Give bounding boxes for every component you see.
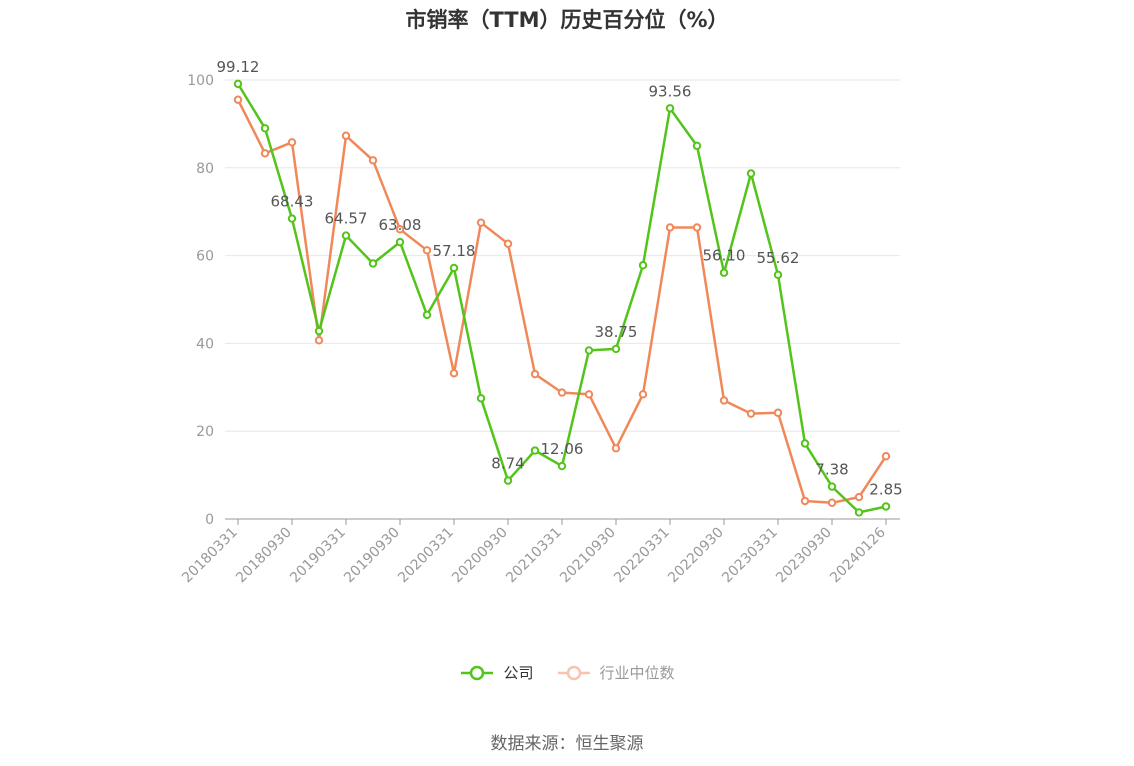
industry-data-point bbox=[854, 492, 864, 502]
data-label: 99.12 bbox=[217, 58, 260, 76]
industry-data-point bbox=[287, 138, 297, 147]
data-label: 63.08 bbox=[379, 216, 422, 234]
company-data-point bbox=[746, 169, 756, 178]
company-data-point bbox=[260, 124, 270, 133]
legend-label-company: 公司 bbox=[503, 664, 534, 682]
company-data-point bbox=[476, 394, 486, 403]
company-series-marker-icon bbox=[461, 665, 494, 680]
x-tick-label: 20180331 bbox=[179, 525, 241, 587]
industry-data-point bbox=[719, 396, 729, 405]
company-data-point bbox=[395, 237, 405, 247]
data-label-layer: 99.12 68.43 64.57 63.08 57.18 8.74 12.06 38.75 9… bbox=[217, 58, 903, 499]
grid-layer bbox=[225, 79, 900, 432]
data-label: 93.56 bbox=[649, 82, 692, 100]
data-label: 8.74 bbox=[491, 455, 524, 473]
x-tick-label: 20220930 bbox=[665, 525, 727, 587]
company-data-point bbox=[449, 263, 459, 273]
chart-title: 市销率（TTM）历史百分位（%） bbox=[405, 8, 729, 32]
chart-plot: 0 20 40 60 80 100 2018033120180930201903312019… bbox=[179, 58, 903, 586]
x-tick-label: 20210331 bbox=[503, 525, 565, 587]
data-label: 7.38 bbox=[815, 461, 848, 479]
company-data-point bbox=[854, 508, 864, 517]
industry-data-point bbox=[449, 369, 459, 378]
legend-item-company[interactable]: 公司 bbox=[459, 662, 534, 683]
company-data-point bbox=[368, 259, 378, 268]
industry-data-point bbox=[746, 409, 756, 418]
data-label: 55.62 bbox=[757, 249, 800, 267]
x-tick-label: 20200331 bbox=[395, 525, 457, 587]
data-label: 38.75 bbox=[595, 323, 638, 341]
legend-label-industry: 行业中位数 bbox=[599, 664, 675, 682]
company-data-point bbox=[530, 446, 540, 455]
company-data-point bbox=[719, 268, 729, 277]
company-data-point bbox=[233, 79, 243, 89]
series-layer bbox=[233, 79, 891, 517]
x-tick-label: 20230930 bbox=[773, 525, 835, 587]
data-label: 2.85 bbox=[869, 480, 902, 498]
industry-data-point bbox=[476, 218, 486, 227]
y-tick-label: 40 bbox=[196, 336, 214, 352]
y-tick-label: 80 bbox=[196, 161, 214, 177]
data-label: 68.43 bbox=[271, 193, 314, 211]
industry-data-point bbox=[314, 336, 324, 345]
company-data-point bbox=[503, 476, 513, 485]
data-source: 数据来源：恒生聚源 bbox=[490, 734, 644, 754]
industry-data-point bbox=[638, 390, 648, 399]
company-data-point bbox=[341, 231, 351, 240]
x-tick-label: 20230331 bbox=[719, 525, 781, 587]
industry-data-point bbox=[827, 498, 837, 507]
data-label: 57.18 bbox=[433, 242, 476, 260]
industry-data-point bbox=[557, 388, 567, 397]
company-data-point bbox=[557, 461, 567, 471]
industry-data-point bbox=[773, 408, 783, 417]
industry-data-point bbox=[395, 225, 405, 234]
industry-data-point bbox=[341, 131, 351, 140]
industry-data-point bbox=[368, 156, 378, 165]
industry-data-point bbox=[530, 369, 540, 379]
industry-series-marker-icon bbox=[557, 665, 590, 680]
data-label: 56.10 bbox=[703, 247, 746, 265]
y-tick-label: 100 bbox=[187, 73, 214, 89]
industry-data-point bbox=[260, 149, 270, 158]
x-tick-label: 20190331 bbox=[287, 525, 349, 587]
industry-data-point bbox=[692, 223, 702, 232]
company-data-point bbox=[827, 482, 837, 491]
x-tick-label: 20180930 bbox=[233, 525, 295, 587]
industry-data-point bbox=[881, 452, 891, 461]
x-tick-label: 20220331 bbox=[611, 525, 673, 587]
axis-layer: 0 20 40 60 80 100 2018033120180930201903312019… bbox=[179, 73, 900, 586]
y-tick-label: 60 bbox=[196, 249, 214, 265]
company-data-point bbox=[584, 346, 594, 355]
company-data-point bbox=[665, 104, 675, 113]
company-data-point bbox=[287, 214, 297, 223]
y-tick-label: 0 bbox=[205, 512, 214, 528]
data-label: 12.06 bbox=[541, 440, 584, 458]
x-tick-label: 20240126 bbox=[827, 524, 889, 586]
data-label: 64.57 bbox=[325, 210, 368, 228]
industry-data-point bbox=[611, 444, 621, 453]
x-tick-label: 20190930 bbox=[341, 525, 403, 587]
industry-data-point bbox=[584, 390, 594, 399]
x-tick-label: 20210930 bbox=[557, 525, 619, 587]
company-data-point bbox=[881, 502, 891, 511]
legend: 公司 行业中位数 bbox=[0, 662, 1134, 683]
company-data-point bbox=[314, 326, 324, 336]
legend-item-industry[interactable]: 行业中位数 bbox=[556, 662, 675, 683]
company-data-point bbox=[611, 344, 621, 354]
industry-data-point bbox=[422, 246, 432, 255]
industry-data-point bbox=[503, 239, 513, 248]
company-data-point bbox=[422, 310, 432, 320]
company-data-point bbox=[638, 261, 648, 270]
company-data-point bbox=[692, 141, 702, 151]
industry-data-point bbox=[233, 95, 243, 104]
x-tick-label: 20200930 bbox=[449, 525, 511, 587]
industry-data-point bbox=[665, 223, 675, 232]
industry-data-point bbox=[800, 496, 810, 506]
company-data-point bbox=[800, 439, 810, 448]
company-data-point bbox=[773, 270, 783, 280]
y-tick-label: 20 bbox=[196, 424, 214, 440]
